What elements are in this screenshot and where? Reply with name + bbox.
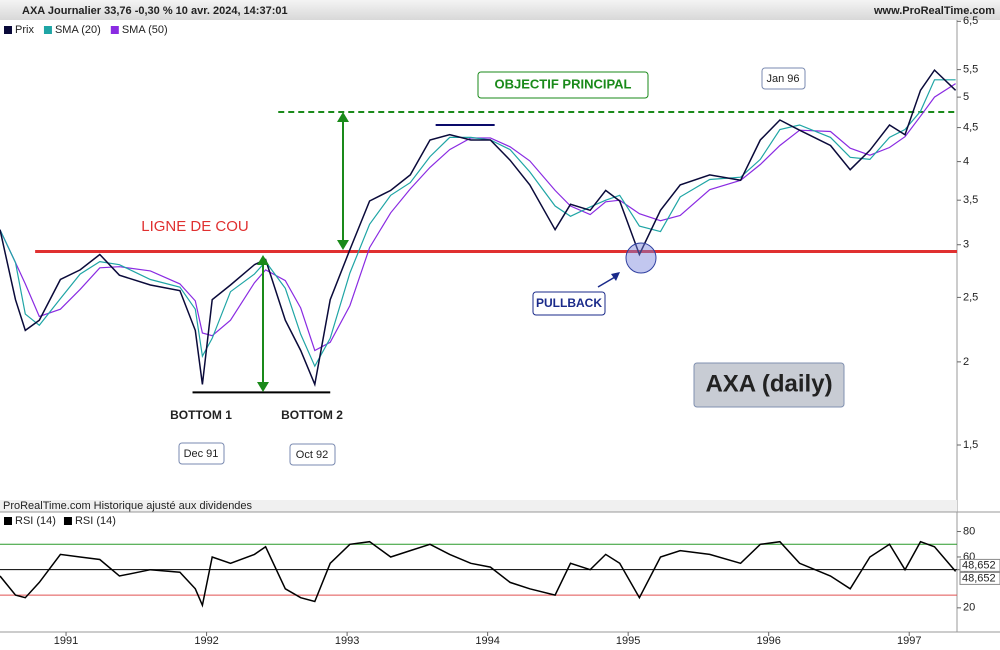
last-value-box xyxy=(959,571,1000,585)
y-tick-label: 2,5 xyxy=(963,291,978,303)
note: ProRealTime.com Historique ajusté aux di… xyxy=(3,500,253,512)
pullback-circle xyxy=(625,242,657,274)
legend-swatch xyxy=(43,26,52,34)
arrow-head xyxy=(257,255,269,265)
arrow-head xyxy=(611,272,620,281)
x-tick-label: 1994 xyxy=(475,635,499,647)
annotation-box xyxy=(477,71,649,99)
legend-label: SMA (20) xyxy=(55,24,101,36)
y-tick-label: 4 xyxy=(963,156,969,168)
y-tick-label: 6,5 xyxy=(963,15,978,27)
arrow-head xyxy=(337,112,349,122)
y-tick-label: 4,5 xyxy=(963,121,978,133)
annotation: BOTTOM 2 xyxy=(281,408,343,422)
header-title: AXA Journalier 33,76 -0,30 % 10 avr. 202… xyxy=(22,5,288,17)
y-tick-label: 5,5 xyxy=(963,64,978,76)
header-bar xyxy=(0,0,1000,20)
legend-swatch xyxy=(63,517,72,525)
last-value-label: 48,652 xyxy=(962,559,996,571)
date-box xyxy=(289,443,336,466)
pullback-arrow xyxy=(597,276,616,288)
y-tick-label: 3,5 xyxy=(963,194,978,206)
x-tick-label: 1991 xyxy=(54,635,78,647)
x-tick-label: 1993 xyxy=(335,635,359,647)
header-site: www.ProRealTime.com xyxy=(873,5,995,17)
legend-swatch xyxy=(4,26,12,34)
x-tick-label: 1997 xyxy=(897,635,921,647)
y-tick-label: 20 xyxy=(963,602,975,614)
last-value-box xyxy=(959,558,1000,572)
y-tick-label: 5 xyxy=(963,91,969,103)
series-line xyxy=(0,540,957,608)
annotation-box xyxy=(532,291,606,316)
legend-swatch xyxy=(110,26,119,34)
y-tick-label: 2 xyxy=(963,356,969,368)
x-tick-label: 1992 xyxy=(194,635,218,647)
annotation: Jan 96 xyxy=(766,73,799,85)
x-tick-label: 1996 xyxy=(756,635,780,647)
series-line xyxy=(0,68,957,388)
annotation: LIGNE DE COU xyxy=(141,218,249,235)
annotation: Oct 92 xyxy=(296,449,328,461)
date-box xyxy=(761,67,806,90)
annotation-box xyxy=(693,362,845,408)
y-tick-label: 3 xyxy=(963,239,969,251)
annotation: AXA (daily) xyxy=(705,370,832,397)
legend-label: Prix xyxy=(15,24,34,36)
annotation: OBJECTIF PRINCIPAL xyxy=(495,76,632,91)
note-bar xyxy=(0,500,957,512)
date-box xyxy=(178,442,225,465)
x-tick-label: 1995 xyxy=(616,635,640,647)
legend-label: SMA (50) xyxy=(122,24,168,36)
annotation: Dec 91 xyxy=(184,448,219,460)
y-tick-label: 80 xyxy=(963,525,975,537)
arrow-head xyxy=(337,240,349,250)
legend-swatch xyxy=(4,517,12,525)
legend-label: RSI (14) xyxy=(15,515,56,527)
last-value-label: 48,652 xyxy=(962,572,996,584)
arrow-head xyxy=(257,382,269,392)
y-tick-label: 1,5 xyxy=(963,439,978,451)
annotation: BOTTOM 1 xyxy=(170,408,232,422)
annotation: PULLBACK xyxy=(536,296,602,310)
series-line xyxy=(0,83,956,352)
legend-label: RSI (14) xyxy=(75,515,116,527)
